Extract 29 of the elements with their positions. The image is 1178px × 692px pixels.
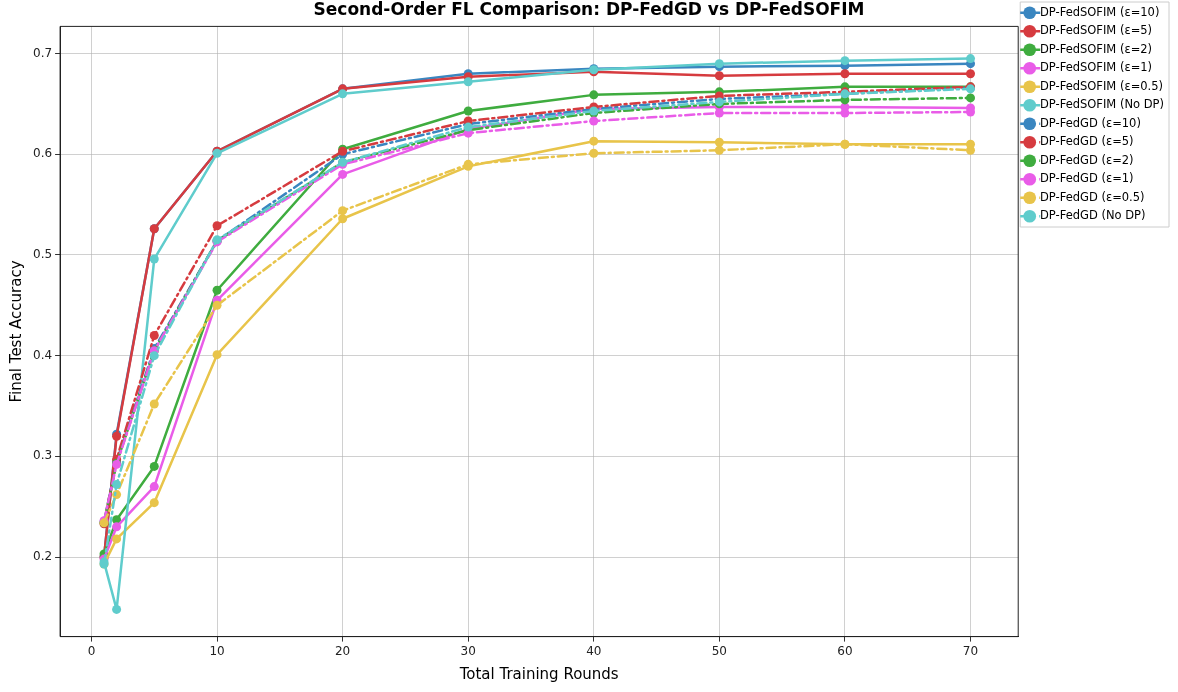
legend-label: DP-FedSOFIM (ε=5) — [1039, 23, 1153, 38]
legend-label: DP-FedGD (ε=10) — [1039, 115, 1141, 130]
x-tick-label: 10 — [209, 643, 225, 658]
legend-label: DP-FedGD (ε=5) — [1039, 134, 1134, 149]
y-tick-label: 0.4 — [32, 347, 53, 362]
legend-label: DP-FedGD (No DP) — [1039, 208, 1146, 223]
legend-label: DP-FedSOFIM (ε=0.5) — [1039, 78, 1164, 93]
legend-label: DP-FedSOFIM (ε=2) — [1039, 41, 1153, 56]
legend-label: DP-FedSOFIM (ε=1) — [1039, 60, 1153, 75]
x-tick-label: 0 — [87, 643, 96, 658]
x-tick-label: 30 — [460, 643, 476, 658]
x-tick-label: 40 — [586, 643, 602, 658]
y-tick-label: 0.5 — [32, 247, 53, 262]
chart-title: Second-Order FL Comparison: DP-FedGD vs DP-FedSOFIM — [313, 0, 865, 19]
y-axis-title: Final Test Accuracy — [6, 260, 25, 403]
legend-label: DP-FedSOFIM (ε=10) — [1039, 4, 1160, 19]
legend-label: DP-FedSOFIM (No DP) — [1039, 97, 1165, 112]
x-tick-label: 20 — [334, 643, 351, 658]
x-tick-label: 70 — [962, 643, 979, 658]
legend-label: DP-FedGD (ε=1) — [1039, 171, 1134, 186]
y-tick-label: 0.6 — [32, 146, 53, 161]
legend-label: DP-FedGD (ε=0.5) — [1039, 189, 1145, 204]
y-tick-label: 0.3 — [32, 448, 53, 463]
x-tick-label: 60 — [837, 643, 853, 658]
x-tick-label: 50 — [711, 643, 727, 658]
y-tick-label: 0.2 — [32, 549, 53, 564]
y-tick-label: 0.7 — [32, 45, 53, 60]
x-axis-title: Total Training Rounds — [458, 664, 619, 683]
legend-label: DP-FedGD (ε=2) — [1039, 152, 1134, 167]
